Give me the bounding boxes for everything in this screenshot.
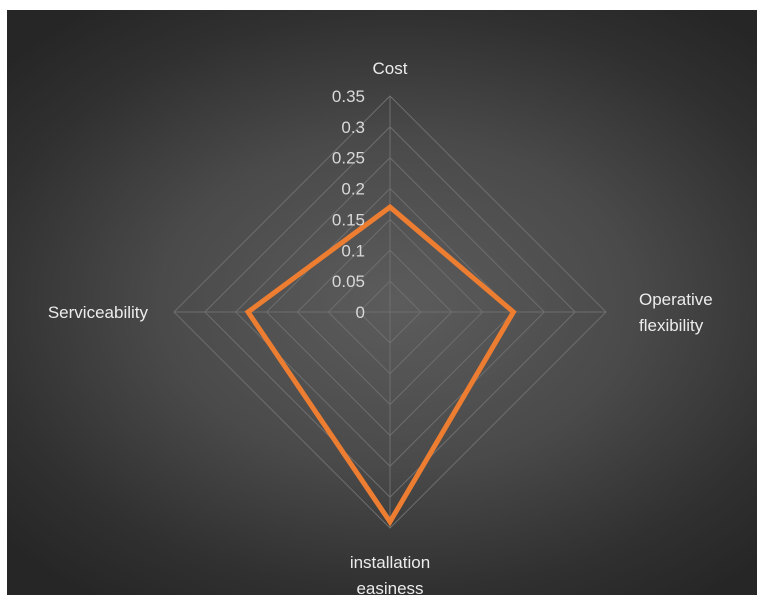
category-label-line: Serviceability [48, 303, 149, 322]
category-label-line: flexibility [639, 316, 704, 335]
category-labels: Cost Operative flexibility installation easi… [48, 59, 713, 595]
tick-label: 0.3 [341, 118, 365, 137]
tick-label: 0 [356, 303, 365, 322]
chart-area: 0 0.05 0.1 0.15 0.2 0.25 0.3 0.35 Cost Operative… [7, 10, 757, 595]
category-label-line: Cost [373, 59, 408, 78]
category-label-line: installation [350, 553, 430, 572]
tick-label: 0.15 [332, 210, 365, 229]
series [244, 203, 517, 527]
category-label: Operative flexibility [639, 290, 713, 335]
category-label-line: easiness [356, 579, 423, 595]
category-label-line: Operative [639, 290, 713, 309]
tick-labels: 0 0.05 0.1 0.15 0.2 0.25 0.3 0.35 [332, 87, 365, 322]
tick-label: 0.35 [332, 87, 365, 106]
tick-label: 0.25 [332, 149, 365, 168]
category-label: Cost [373, 59, 408, 78]
category-label: installation easiness [350, 553, 430, 595]
grid [173, 95, 607, 529]
tick-label: 0.05 [332, 272, 365, 291]
tick-label: 0.1 [341, 241, 365, 260]
radar-chart: 0 0.05 0.1 0.15 0.2 0.25 0.3 0.35 Cost Operative… [48, 59, 713, 595]
category-label: Serviceability [48, 303, 149, 322]
tick-label: 0.2 [341, 180, 365, 199]
